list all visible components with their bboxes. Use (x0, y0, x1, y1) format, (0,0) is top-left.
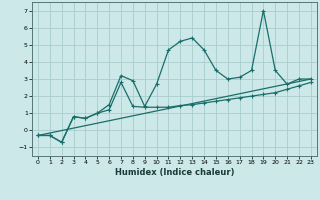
X-axis label: Humidex (Indice chaleur): Humidex (Indice chaleur) (115, 168, 234, 177)
